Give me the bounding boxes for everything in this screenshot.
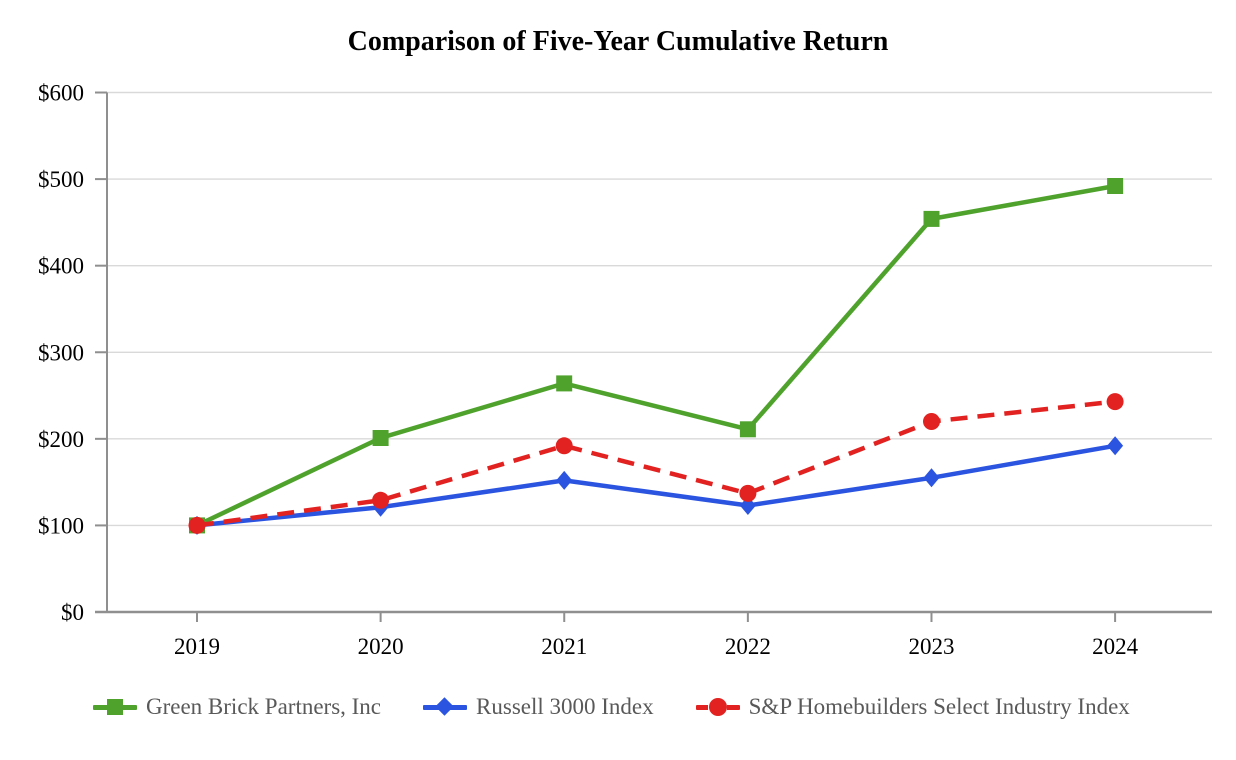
x-tick-label: 2021 <box>541 634 587 659</box>
marker-diamond-icon <box>923 468 940 488</box>
legend-item-sp-homebuilders: S&P Homebuilders Select Industry Index <box>695 694 1130 720</box>
y-tick-label: $100 <box>38 513 84 538</box>
legend-marker-russell-3000 <box>423 696 468 718</box>
y-tick-label: $600 <box>38 81 84 106</box>
marker-circle-icon <box>1106 393 1124 411</box>
series-line-russell-3000 <box>196 443 1116 528</box>
y-tick-label: $0 <box>61 600 84 625</box>
legend: Green Brick Partners, Inc Russell 3000 I… <box>93 689 1130 725</box>
x-tick-label: 2020 <box>358 634 404 659</box>
marker-square-icon <box>1107 178 1124 194</box>
circle-marker-icon <box>708 698 727 716</box>
y-tick-label: $400 <box>38 254 84 279</box>
marker-circle-icon <box>739 484 757 502</box>
cumulative-return-line-chart: $0 $100 $200 $300 $400 $500 $600 2019 2020 2021 20… <box>38 81 1212 659</box>
series-line-sp-homebuilders <box>196 399 1116 528</box>
marker-diamond-icon <box>556 470 573 490</box>
y-tick-label: $500 <box>38 167 84 192</box>
legend-marker-sp-homebuilders <box>695 696 740 718</box>
x-tick-label: 2022 <box>725 634 771 659</box>
legend-marker-green-brick <box>93 696 137 718</box>
marker-circle-icon <box>188 516 206 534</box>
x-tick-label: 2019 <box>174 634 220 659</box>
marker-circle-icon <box>555 437 573 455</box>
marker-square-icon <box>923 210 940 227</box>
square-marker-icon <box>107 699 123 715</box>
legend-label-russell-3000: Russell 3000 Index <box>476 694 654 719</box>
x-tick-label: 2023 <box>908 634 954 659</box>
x-tick-label: 2024 <box>1092 634 1139 659</box>
chart-title: Comparison of Five-Year Cumulative Retur… <box>347 26 889 57</box>
series-line-green-brick <box>196 183 1116 528</box>
marker-circle-icon <box>372 491 390 509</box>
marker-square-icon <box>556 375 573 392</box>
legend-item-green-brick: Green Brick Partners, Inc <box>93 694 381 720</box>
legend-label-sp-homebuilders: S&P Homebuilders Select Industry Index <box>748 694 1130 719</box>
y-tick-label: $300 <box>38 340 84 365</box>
marker-diamond-icon <box>1107 436 1124 456</box>
legend-label-green-brick: Green Brick Partners, Inc <box>146 694 382 719</box>
legend-item-russell-3000: Russell 3000 Index <box>423 694 654 720</box>
marker-square-icon <box>372 430 389 446</box>
diamond-marker-icon <box>435 697 454 716</box>
marker-square-icon <box>739 421 756 438</box>
marker-circle-icon <box>923 413 940 430</box>
y-tick-label: $200 <box>38 427 84 452</box>
